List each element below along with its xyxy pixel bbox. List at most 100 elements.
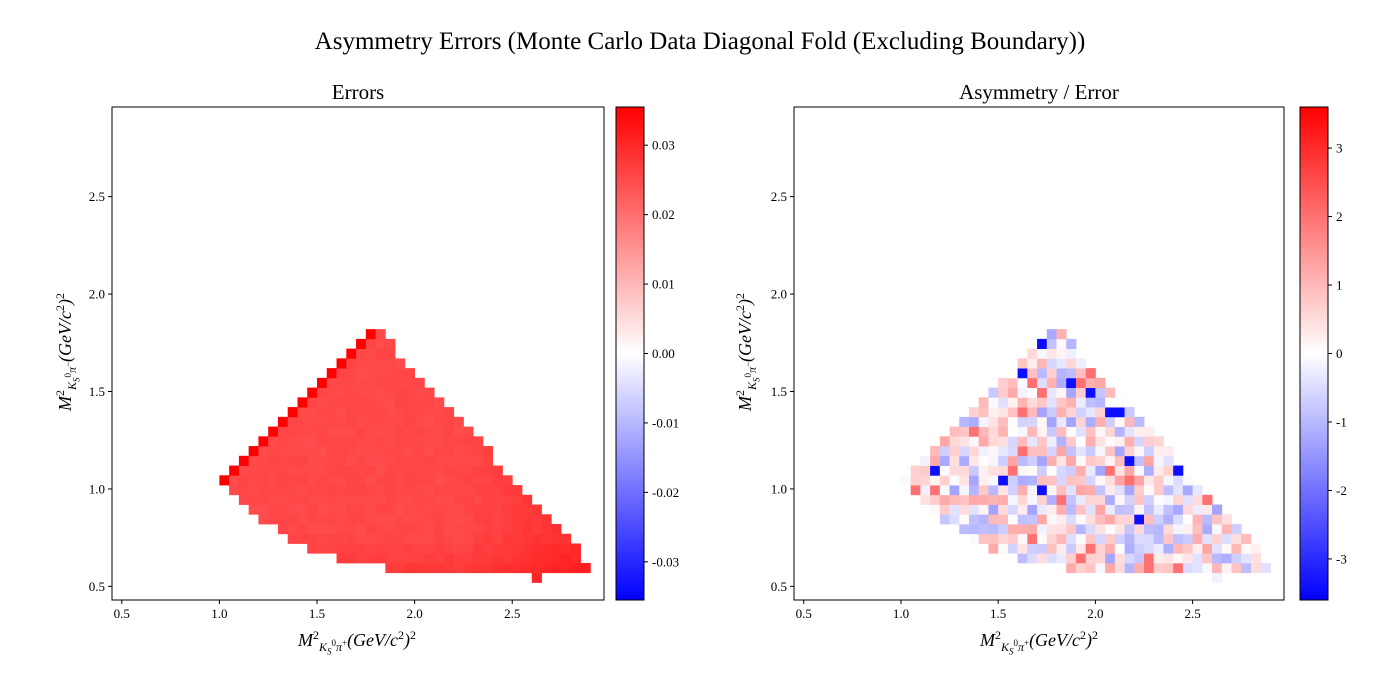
right-cell [1173,543,1184,554]
right-cell [1075,514,1087,525]
right-cell [1027,426,1038,437]
right-cell [1056,387,1067,398]
left-x-axis-label: M2KS0π+(GeV/c2)2 [297,628,417,656]
right-cell [1085,377,1096,388]
right-cell [959,504,970,515]
left-cell [356,465,367,476]
left-cell [473,494,484,505]
left-cell [385,348,396,359]
left-cell [365,348,376,359]
right-cell [1085,436,1096,447]
right-cell [988,397,999,408]
left-cell [502,514,513,525]
left-cell [287,426,298,437]
left-cell [522,533,533,544]
left-cell [346,524,357,535]
left-cell [492,504,503,515]
right-cell [1134,562,1145,574]
left-cell [482,562,494,574]
left-cell [434,416,445,427]
right-cell [1027,553,1038,564]
right-cell [1085,368,1096,379]
right-cell [1182,485,1194,496]
right-cell [1163,485,1174,496]
left-cell [307,533,318,544]
left-cell [414,426,425,437]
left-cell [326,446,337,457]
left-cell [287,455,298,466]
right-cell [1250,543,1262,554]
left-cell [463,426,474,437]
left-cell [346,416,357,427]
right-cell [949,465,960,476]
left-cell [502,485,513,496]
right-cell [1027,455,1038,466]
left-colorbar-tick-label: 0.02 [652,207,675,222]
left-colorbar-tick-label: -0.02 [652,485,679,500]
right-cell [1017,543,1028,554]
left-cell [326,368,337,379]
left-cell [492,514,503,525]
left-colorbar-tick-label: -0.01 [652,415,679,430]
left-cell [492,465,503,476]
right-cell [1134,485,1145,496]
left-cell [492,533,503,544]
left-cell [248,485,259,496]
left-cell [482,543,494,554]
right-cell [1221,562,1232,574]
right-cell [1212,524,1223,535]
left-cell [287,416,298,427]
left-cell [346,446,357,457]
right-cell [1124,465,1135,476]
left-cell [307,514,318,525]
right-cell [1046,407,1057,418]
left-cell [365,368,376,379]
left-cell [297,426,308,437]
right-cell [998,397,1009,408]
right-cell [920,485,931,496]
left-cell [356,553,367,564]
left-cell [248,504,259,515]
left-cell [512,514,523,525]
left-cell [297,446,308,457]
left-cell [463,494,474,505]
left-cell [424,485,435,496]
left-cell [404,426,416,437]
left-cell [414,494,425,505]
right-cell [1056,338,1067,350]
left-cell [492,524,503,535]
left-cell [326,455,337,466]
right-cell [969,426,980,437]
left-cell [453,485,464,496]
right-cell [1221,543,1232,554]
left-cell [473,475,484,486]
left-cell [268,465,279,476]
right-cell [1046,348,1057,359]
left-y-axis-label: M2KS0π−(GeV/c2)2 [53,292,81,412]
left-cell [248,475,259,486]
right-cell [1182,524,1194,535]
right-cell [1056,377,1067,388]
right-cell [1212,553,1223,564]
right-cell [1066,338,1077,350]
left-cell [414,553,425,564]
right-cell [1105,504,1116,515]
left-cell [336,524,347,535]
right-cell [1046,494,1057,505]
right-cell [1027,446,1038,457]
left-cell [395,485,406,496]
right-cell [930,475,941,486]
right-cell [1056,465,1067,476]
right-cell [1231,533,1242,544]
left-cell [414,407,425,418]
right-cell [1046,416,1057,427]
right-cell [1066,455,1077,466]
right-cell [1017,426,1028,437]
right-cell [1037,397,1048,408]
right-cells [900,329,1271,583]
right-cell [978,426,989,437]
right-cell [969,485,980,496]
right-cell [1037,485,1048,496]
left-cell [395,426,406,437]
left-cell [317,475,328,486]
